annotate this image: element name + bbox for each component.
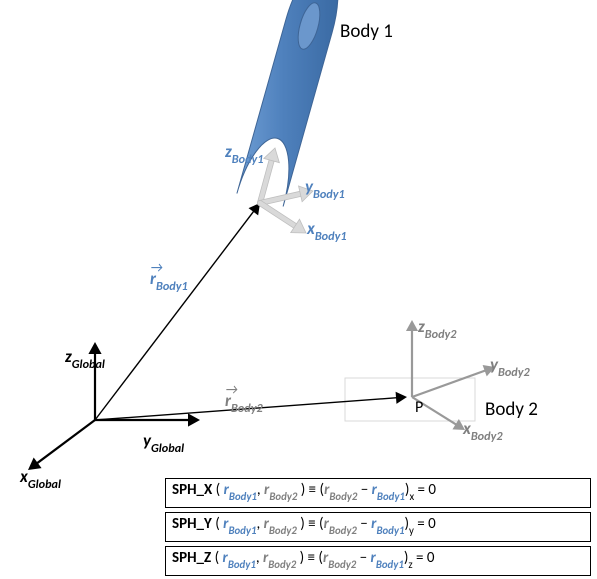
body2-x-label: xBody2 (463, 420, 503, 442)
body2-r-vector-label: rBody2 (225, 392, 263, 414)
equation-row-x: SPH_X ( rBody1, rBody2 ) ≡ (rBody2 − rBo… (165, 478, 591, 508)
body1-title: Body 1 (340, 22, 393, 42)
body1-z-label: zBody1 (225, 143, 264, 165)
equation-row-y: SPH_Y ( rBody1, rBody2 ) ≡ (rBody2 − rBo… (165, 512, 591, 542)
equation-row-z: SPH_Z ( rBody1, rBody2 ) ≡ (rBody2 − rBo… (165, 546, 591, 576)
body1-r-vector-label: rBody1 (150, 270, 188, 292)
global-y-label: yGlobal (143, 432, 184, 454)
body2-point-p-label: P (415, 400, 423, 417)
body2-z-label: zBody2 (418, 318, 457, 340)
body1-x-label: xBody1 (307, 220, 347, 242)
body2-title: Body 2 (485, 400, 538, 420)
global-x-label: xGlobal (20, 468, 61, 490)
body2-y-label: yBody2 (490, 356, 530, 378)
body1-y-label: yBody1 (305, 178, 345, 200)
global-z-label: zGlobal (65, 348, 105, 370)
